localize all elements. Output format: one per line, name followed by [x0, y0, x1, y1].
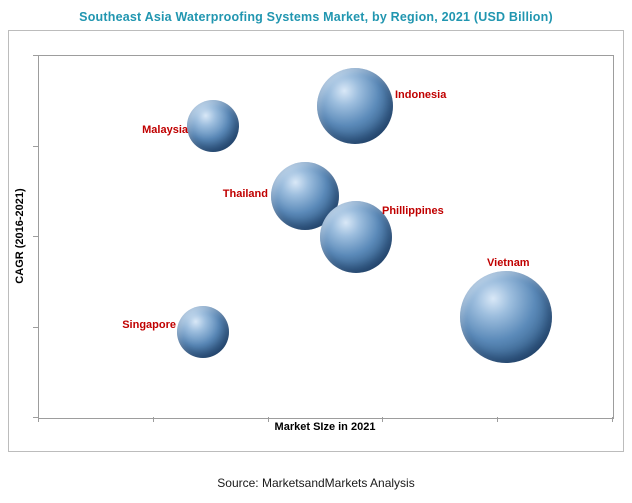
y-axis-tick [33, 326, 38, 328]
bubble-vietnam [459, 271, 552, 364]
region-label-singapore: Singapore [122, 319, 176, 331]
bubble-indonesia [316, 68, 393, 145]
y-axis-label: CAGR (2016-2021) [14, 188, 26, 284]
region-label-indonesia: Indonesia [395, 89, 447, 101]
y-axis-tick [33, 236, 38, 237]
source-line: Source: MarketsandMarkets Analysis [217, 476, 415, 490]
bubble-malaysia [187, 99, 240, 152]
x-axis-tick [382, 417, 384, 422]
region-label-phillippines: Phillippines [382, 205, 444, 217]
x-axis-tick [267, 417, 269, 422]
y-axis-tick [33, 417, 38, 418]
chart-title: Southeast Asia Waterproofing Systems Mar… [79, 10, 553, 24]
region-label-thailand: Thailand [222, 188, 268, 200]
region-label-malaysia: Malaysia [142, 124, 188, 136]
bubble-phillippines [319, 201, 392, 274]
y-axis-tick [33, 145, 38, 147]
x-axis-label: Market SIze in 2021 [274, 421, 376, 433]
x-axis-tick [38, 417, 39, 422]
region-label-vietnam: Vietnam [487, 257, 530, 269]
x-axis-tick [152, 417, 154, 422]
x-axis-tick [497, 417, 499, 422]
bubble-singapore [176, 305, 229, 358]
x-axis-tick [612, 417, 613, 422]
y-axis-tick [33, 55, 38, 56]
